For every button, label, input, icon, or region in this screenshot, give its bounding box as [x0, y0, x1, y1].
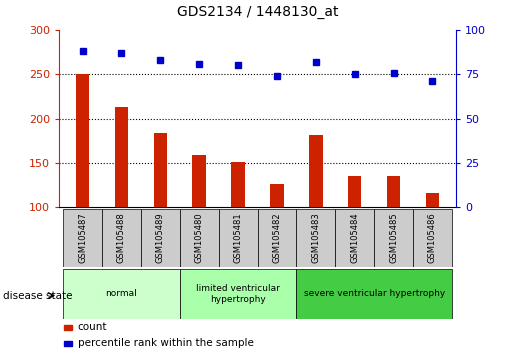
Text: GDS2134 / 1448130_at: GDS2134 / 1448130_at: [177, 5, 338, 19]
Bar: [141, 209, 180, 267]
Text: limited ventricular
hypertrophy: limited ventricular hypertrophy: [196, 284, 280, 303]
Text: GSM105489: GSM105489: [156, 213, 165, 263]
Text: count: count: [78, 322, 107, 332]
Text: normal: normal: [106, 289, 138, 298]
Text: GSM105487: GSM105487: [78, 213, 87, 263]
Text: GSM105486: GSM105486: [428, 213, 437, 263]
Bar: [270, 184, 284, 207]
Text: GSM105482: GSM105482: [272, 213, 281, 263]
Bar: [387, 176, 400, 207]
Bar: [374, 209, 413, 267]
Bar: [180, 209, 219, 267]
Text: GSM105485: GSM105485: [389, 213, 398, 263]
Bar: [193, 155, 206, 207]
Bar: [102, 209, 141, 267]
Text: disease state: disease state: [3, 291, 72, 301]
Bar: [115, 107, 128, 207]
Bar: [413, 209, 452, 267]
Text: GSM105488: GSM105488: [117, 213, 126, 263]
Bar: [296, 269, 452, 319]
Text: GSM105484: GSM105484: [350, 213, 359, 263]
Bar: [425, 193, 439, 207]
Text: severe ventricular hypertrophy: severe ventricular hypertrophy: [303, 289, 445, 298]
Bar: [335, 209, 374, 267]
Bar: [153, 133, 167, 207]
Text: GSM105481: GSM105481: [234, 213, 243, 263]
Text: GSM105480: GSM105480: [195, 213, 204, 263]
Bar: [63, 209, 102, 267]
Bar: [258, 209, 296, 267]
Text: percentile rank within the sample: percentile rank within the sample: [78, 338, 254, 348]
Bar: [63, 269, 180, 319]
Bar: [296, 209, 335, 267]
Bar: [309, 135, 322, 207]
Text: GSM105483: GSM105483: [311, 213, 320, 263]
Bar: [231, 162, 245, 207]
Bar: [348, 176, 362, 207]
Bar: [76, 74, 90, 207]
Bar: [180, 269, 296, 319]
Bar: [219, 209, 258, 267]
